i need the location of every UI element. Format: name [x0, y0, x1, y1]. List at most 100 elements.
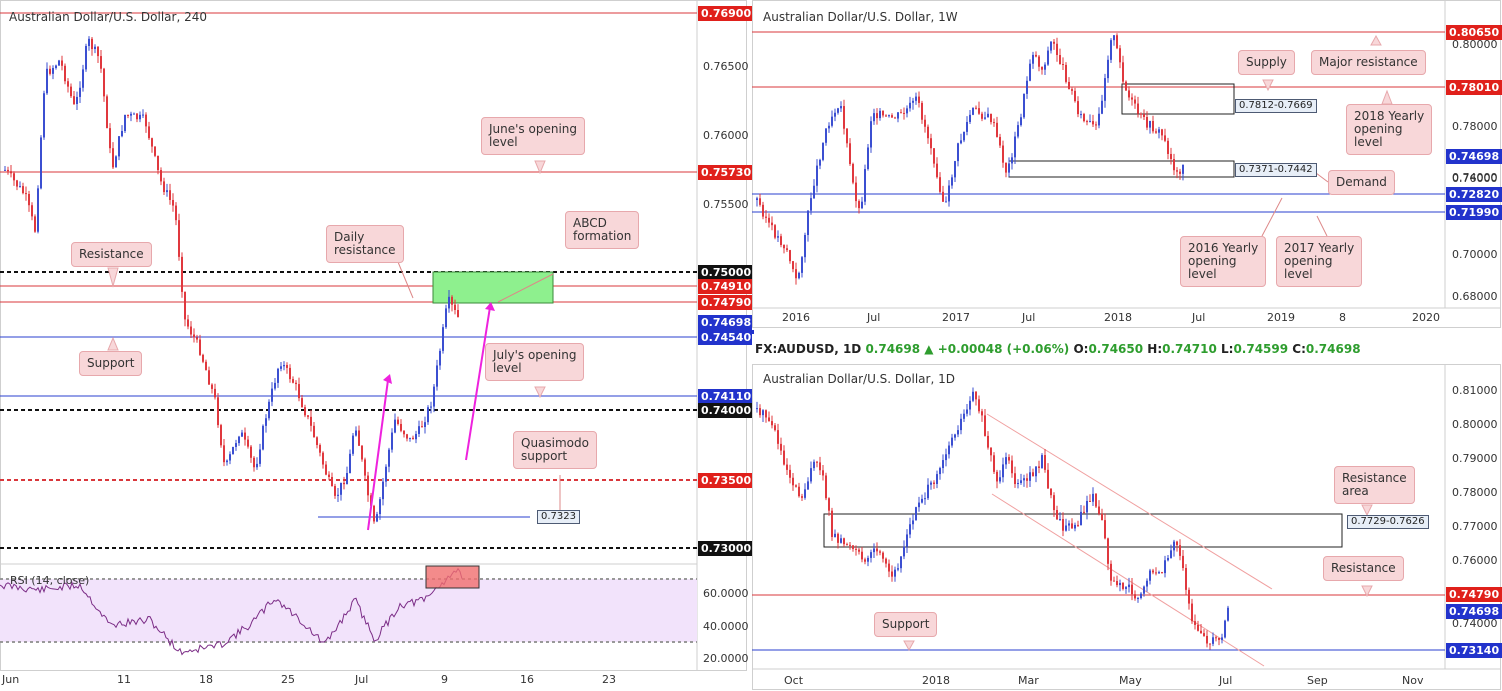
candle-body [1035, 466, 1037, 477]
candle-body [1074, 524, 1076, 529]
candle-body [897, 112, 899, 119]
july-opening-level-annotation: July's opening level [485, 343, 585, 381]
candle-body [1164, 135, 1166, 141]
candle-body [831, 116, 833, 126]
candle-body [1029, 472, 1031, 481]
daily-symbol-info-bar: FX:AUDUSD, 1D 0.74698 ▲ +0.00048 (+0.06%… [755, 342, 1361, 356]
candle-body [876, 548, 878, 552]
candle-body [867, 147, 869, 170]
candle-body [933, 482, 935, 484]
candle-body [930, 138, 932, 149]
candle-body [936, 163, 938, 178]
candle-body [406, 434, 408, 439]
candle-body [220, 425, 222, 446]
h4-x-tick: Jun [2, 673, 20, 686]
weekly-y-tick: 0.78000 [1452, 120, 1498, 133]
candle-body [244, 432, 246, 440]
candle-body [223, 445, 225, 463]
candle-body [1017, 483, 1019, 485]
abcd-formation-annotation: ABCD formation [565, 211, 640, 249]
h4-x-tick: Jul [355, 673, 369, 686]
candle-body [409, 437, 411, 439]
daily-x-tick: Sep [1307, 674, 1328, 687]
candle-body [358, 430, 360, 446]
candle-body [1119, 582, 1121, 586]
candle-body [963, 131, 965, 141]
arrow-head [485, 302, 495, 311]
candle-body [43, 93, 45, 138]
callout-pointer [397, 261, 414, 299]
candle-body [1131, 584, 1133, 595]
candle-body [987, 113, 989, 118]
close-value: 0.74698 [1305, 342, 1361, 356]
candle-body [382, 481, 384, 500]
candle-body [310, 416, 312, 426]
candle-body [28, 194, 30, 206]
candle-body [1041, 66, 1043, 70]
candle-body [846, 544, 848, 546]
candle-body [1179, 545, 1181, 556]
candle-body [271, 388, 273, 402]
callout-pointer [1370, 34, 1382, 46]
candle-body [870, 121, 872, 148]
candle-body [858, 201, 860, 209]
candle-body [768, 417, 770, 422]
candle-body [1071, 89, 1073, 91]
candle-body [346, 473, 348, 485]
candle-body [801, 257, 803, 273]
candle-body [1089, 500, 1091, 502]
candle-body [166, 190, 168, 193]
candle-body [256, 463, 258, 468]
candle-body [457, 310, 459, 317]
candle-body [909, 524, 911, 535]
candle-body [966, 409, 968, 414]
candle-body [1155, 572, 1157, 574]
rsi-y-tick: 20.0000 [703, 652, 749, 665]
candle-body [825, 128, 827, 143]
candle-body [1212, 637, 1214, 644]
candle-body [22, 186, 24, 194]
candle-body [1068, 81, 1070, 90]
candle-body [67, 81, 69, 87]
candle-body [1092, 493, 1094, 502]
candle-body [1089, 121, 1091, 123]
weekly-chart-panel: Australian Dollar/U.S. Dollar, 1W Supply… [752, 0, 1502, 330]
candle-body [1077, 101, 1079, 115]
candle-body [819, 462, 821, 471]
candle-body [927, 484, 929, 499]
daily-y-tick: 0.76000 [1452, 554, 1498, 567]
candle-body [52, 68, 54, 74]
candle-body [55, 65, 57, 69]
resistance-area-zone-label: 0.7729-0.7626 [1347, 515, 1429, 529]
candle-body [954, 434, 956, 438]
candle-body [1101, 513, 1103, 521]
candle-body [1026, 80, 1028, 94]
candle-body [891, 571, 893, 577]
candle-body [879, 110, 881, 119]
candle-body [58, 60, 60, 66]
candle-body [1035, 54, 1037, 57]
candle-body [822, 142, 824, 160]
candle-body [852, 163, 854, 183]
candle-body [1011, 157, 1013, 164]
h4-price-label: 0.74110 [698, 389, 755, 404]
candle-body [1209, 643, 1211, 645]
candle-body [921, 102, 923, 120]
candle-body [394, 419, 396, 433]
candle-body [903, 546, 905, 557]
candle-body [151, 138, 153, 147]
rsi-band [0, 579, 697, 642]
h4-price-label: 0.74000 [698, 403, 755, 418]
candle-body [259, 449, 261, 464]
candle-body [795, 485, 797, 487]
candle-body [337, 494, 339, 496]
candle-body [942, 460, 944, 469]
candle-body [250, 446, 252, 458]
candle-body [831, 510, 833, 537]
candle-body [94, 46, 96, 50]
candle-body [795, 269, 797, 279]
candle-body [1179, 171, 1181, 174]
candle-body [1068, 523, 1070, 526]
candle-body [280, 366, 282, 369]
candle-body [801, 496, 803, 498]
